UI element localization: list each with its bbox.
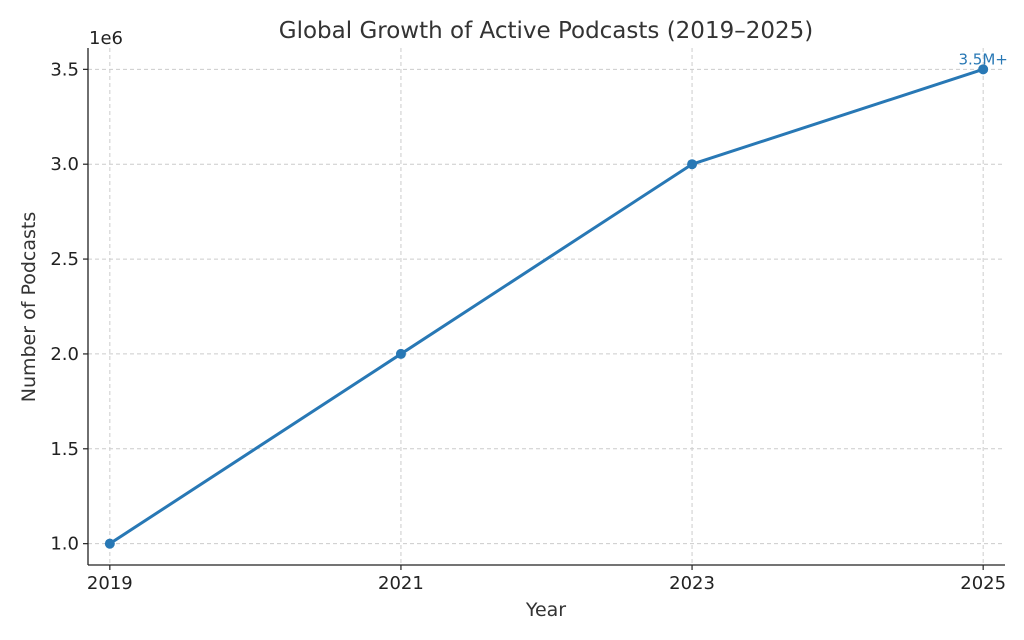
data-point — [978, 64, 989, 75]
data-point — [104, 538, 115, 549]
data-point — [395, 348, 406, 359]
x-tick-label: 2025 — [960, 573, 1006, 594]
data-point — [687, 159, 698, 170]
y-tick-label: 2.0 — [50, 344, 79, 365]
x-tick-label: 2019 — [87, 573, 133, 594]
axes — [83, 48, 1005, 570]
data-series — [104, 64, 989, 549]
x-tick-label: 2021 — [378, 573, 424, 594]
y-tick-label: 2.5 — [50, 249, 79, 270]
y-axis-offset-label: 1e6 — [89, 28, 123, 49]
x-axis-label: Year — [525, 599, 566, 621]
y-tick-label: 3.5 — [50, 59, 79, 80]
annotation-label: 3.5M+ — [958, 50, 1007, 68]
y-tick-label: 3.0 — [50, 154, 79, 175]
tick-labels: 2019 2021 2023 2025 1.0 1.5 2.0 2.5 3.0 3.5 3.5M+ — [50, 50, 1007, 594]
y-tick-label: 1.0 — [50, 534, 79, 555]
x-tick-label: 2023 — [669, 573, 715, 594]
grid-lines — [88, 48, 1005, 565]
y-tick-label: 1.5 — [50, 439, 79, 460]
series-line — [108, 67, 985, 546]
chart-title: Global Growth of Active Podcasts (2019–2… — [279, 18, 813, 44]
y-axis-label: Number of Podcasts — [18, 212, 40, 403]
